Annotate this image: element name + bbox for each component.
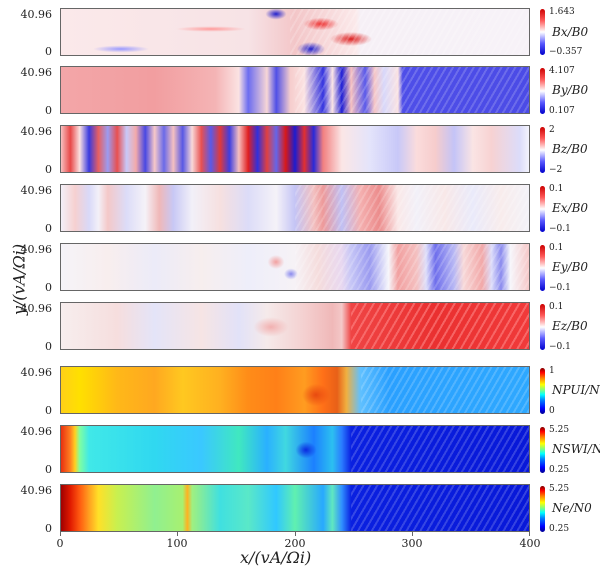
colorbar-ex xyxy=(540,186,545,232)
x-axis-label: x/(vA/Ωi) xyxy=(240,548,312,567)
colorbar-max: 5.25 xyxy=(549,484,570,494)
colorbar-max: 0.1 xyxy=(549,243,564,253)
ytick-top: 40.96 xyxy=(20,366,53,379)
ytick-bottom: 0 xyxy=(45,45,52,58)
ytick-bottom: 0 xyxy=(45,163,52,176)
colorbar-min: 0.25 xyxy=(549,465,570,475)
colorbar-max: 1 xyxy=(549,366,555,376)
xtick-label: 300 xyxy=(401,537,423,550)
panel-nswi xyxy=(60,425,530,473)
xtick-label: 200 xyxy=(284,537,306,550)
colorbar-label: Ne/N0 xyxy=(552,501,592,515)
ytick-bottom: 0 xyxy=(45,522,52,535)
colorbar-min: −2 xyxy=(549,165,563,175)
ytick-top: 40.96 xyxy=(20,243,53,256)
colorbar-min: 0.25 xyxy=(549,524,570,534)
xtick-mark xyxy=(60,532,61,536)
ytick-bottom: 0 xyxy=(45,104,52,117)
ytick-top: 40.96 xyxy=(20,425,53,438)
colorbar-npui xyxy=(540,368,545,414)
xtick-mark xyxy=(295,532,296,536)
colorbar-max: 0.1 xyxy=(549,184,564,194)
xtick-mark xyxy=(529,532,530,536)
ytick-top: 40.96 xyxy=(20,125,53,138)
colorbar-min: 0 xyxy=(549,406,555,416)
colorbar-bz xyxy=(540,127,545,173)
xtick-label: 400 xyxy=(519,537,541,550)
colorbar-min: −0.1 xyxy=(549,342,571,352)
xtick-label: 100 xyxy=(166,537,188,550)
panel-ey xyxy=(60,243,530,291)
colorbar-label: NSWI/N0 xyxy=(552,442,600,456)
colorbar-label: Bx/B0 xyxy=(552,25,589,39)
panel-bz xyxy=(60,125,530,173)
panel-ex xyxy=(60,184,530,232)
ytick-top: 40.96 xyxy=(20,184,53,197)
ytick-top: 40.96 xyxy=(20,302,53,315)
colorbar-by xyxy=(540,68,545,114)
colorbar-label: NPUI/N0 xyxy=(552,383,600,397)
ytick-bottom: 0 xyxy=(45,222,52,235)
colorbar-min: 0.107 xyxy=(549,106,575,116)
colorbar-min: −0.1 xyxy=(549,224,571,234)
xtick-mark xyxy=(412,532,413,536)
colorbar-label: Ez/B0 xyxy=(552,319,588,333)
ytick-top: 40.96 xyxy=(20,484,53,497)
xtick-label: 0 xyxy=(56,537,64,550)
colorbar-min: −0.1 xyxy=(549,283,571,293)
ytick-bottom: 0 xyxy=(45,281,52,294)
colorbar-label: Bz/B0 xyxy=(552,142,588,156)
colorbar-label: Ex/B0 xyxy=(552,201,589,215)
colorbar-ez xyxy=(540,304,545,350)
colorbar-max: 5.25 xyxy=(549,425,570,435)
colorbar-max: 1.643 xyxy=(549,7,575,17)
ytick-bottom: 0 xyxy=(45,463,52,476)
colorbar-label: By/B0 xyxy=(552,83,589,97)
panel-ne xyxy=(60,484,530,532)
colorbar-nswi xyxy=(540,427,545,473)
colorbar-max: 2 xyxy=(549,125,555,135)
colorbar-min: −0.357 xyxy=(549,47,583,57)
colorbar-max: 0.1 xyxy=(549,302,564,312)
ytick-top: 40.96 xyxy=(20,66,53,79)
xtick-mark xyxy=(177,532,178,536)
ytick-bottom: 0 xyxy=(45,340,52,353)
panel-ez xyxy=(60,302,530,350)
colorbar-ne xyxy=(540,486,545,532)
colorbar-label: Ey/B0 xyxy=(552,260,589,274)
ytick-bottom: 0 xyxy=(45,404,52,417)
panel-npui xyxy=(60,366,530,414)
panel-by xyxy=(60,66,530,114)
panel-bx xyxy=(60,8,530,56)
colorbar-ey xyxy=(540,245,545,291)
ytick-top: 40.96 xyxy=(20,8,53,21)
colorbar-bx xyxy=(540,9,545,55)
colorbar-max: 4.107 xyxy=(549,66,575,76)
